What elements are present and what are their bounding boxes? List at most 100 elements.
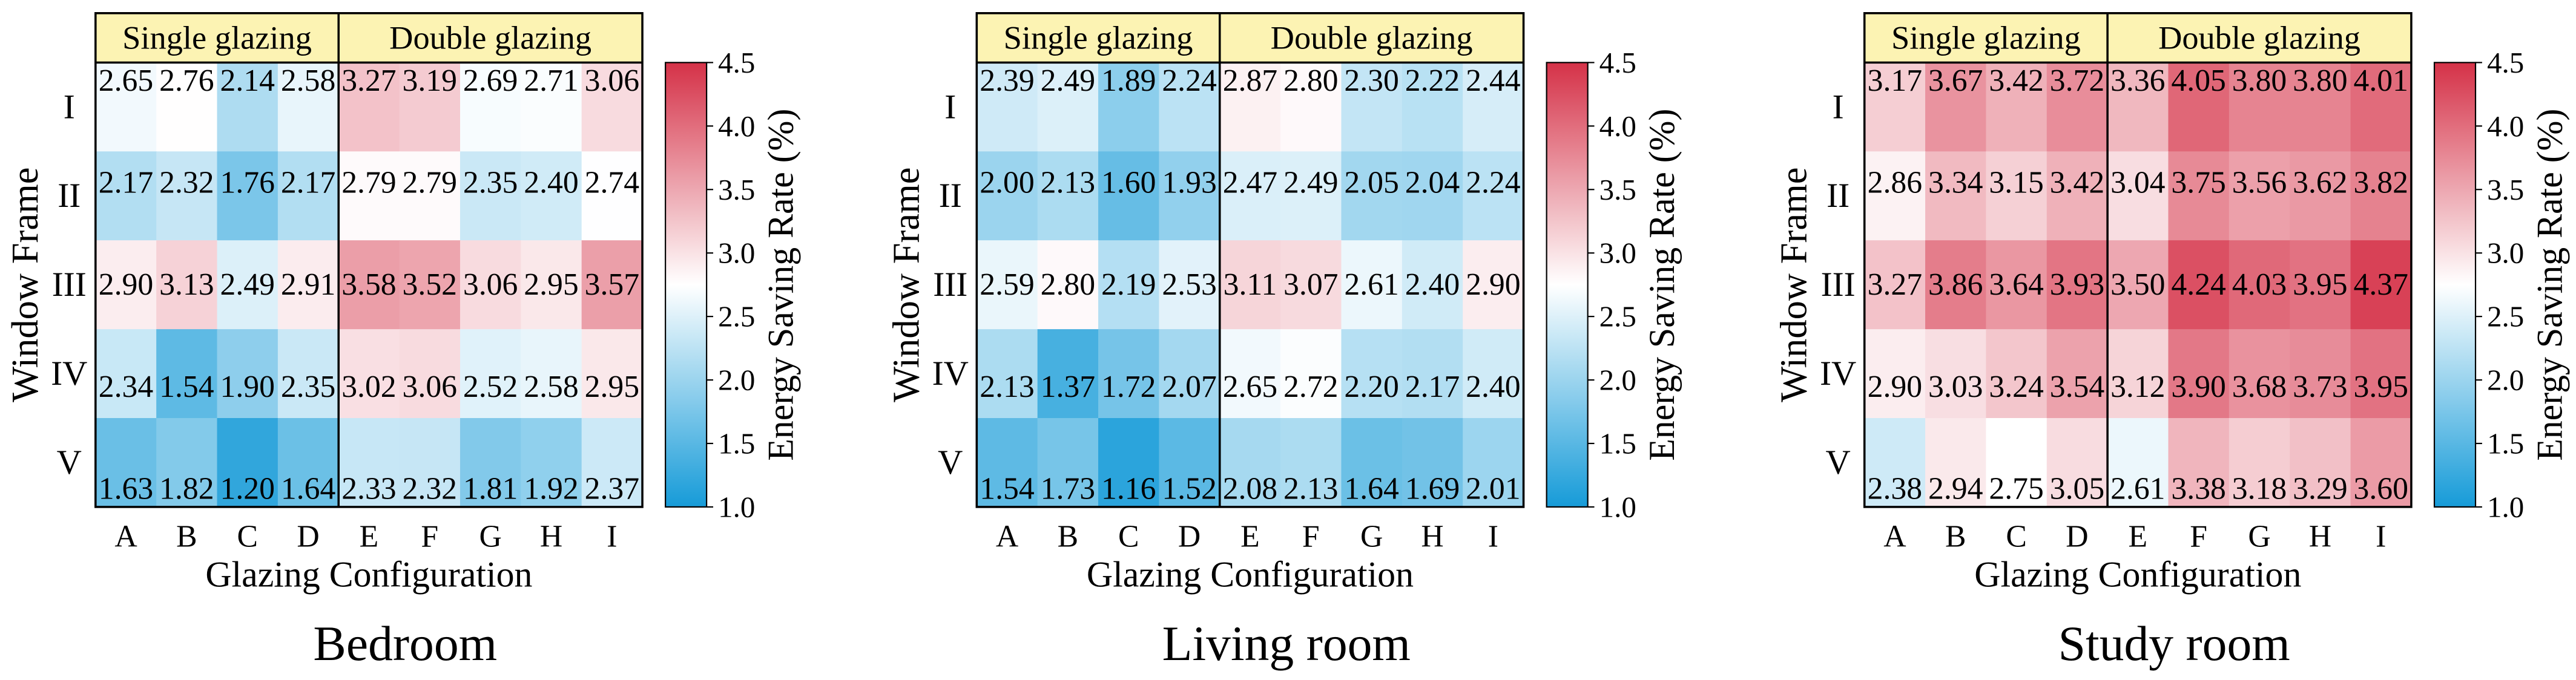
x-tick-label: H — [540, 519, 562, 554]
cell-value-label: 1.20 — [220, 472, 274, 506]
cell-value-label: 2.13 — [980, 370, 1034, 404]
heatmap-cell — [1925, 151, 1987, 241]
cell-value-label: 2.65 — [1223, 370, 1277, 404]
heatmap-cell — [399, 329, 461, 419]
cell-value-label: 3.13 — [159, 267, 214, 302]
heatmap-cell — [277, 240, 340, 330]
heatmap-cell — [1159, 62, 1220, 152]
x-axis-label: Glazing Configuration — [1974, 554, 2301, 594]
heatmap-cell — [2228, 240, 2291, 330]
heatmap-cell — [217, 151, 278, 241]
group-header — [1219, 13, 1524, 63]
colorbar-tick-label: 3.0 — [2487, 237, 2524, 270]
cell-value-label: 3.06 — [585, 64, 639, 98]
colorbar-tick-label: 2.0 — [1599, 364, 1636, 397]
colorbar-tick-label: 2.5 — [718, 300, 755, 333]
cell-value-label: 3.34 — [1928, 165, 1983, 200]
cell-value-label: 3.50 — [2110, 267, 2165, 302]
heatmap-cell — [2290, 62, 2351, 152]
y-tick-label: II — [939, 177, 962, 215]
heatmap-cell — [338, 151, 400, 241]
heatmap-cell — [2228, 62, 2291, 152]
cell-value-label: 2.61 — [2110, 472, 2165, 506]
cell-value-label: 3.12 — [2110, 370, 2165, 404]
y-tick-label: I — [1833, 88, 1844, 126]
heatmap-cell — [1463, 151, 1524, 241]
heatmap-cell — [1037, 62, 1099, 152]
heatmap-cell — [277, 329, 340, 419]
colorbar-tick-label: 1.5 — [718, 427, 755, 460]
heatmap-cell — [95, 151, 157, 241]
cell-value-label: 4.37 — [2354, 267, 2408, 302]
cell-value-label: 2.75 — [1989, 472, 2043, 506]
x-tick-label: E — [1240, 519, 1260, 554]
cell-value-label: 2.24 — [1162, 64, 1217, 98]
cell-value-label: 2.47 — [1223, 165, 1277, 200]
cell-value-label: 3.68 — [2232, 370, 2287, 404]
cell-value-label: 2.49 — [220, 267, 274, 302]
cell-value-label: 3.17 — [1868, 64, 1922, 98]
colorbar-gradient — [2433, 62, 2477, 508]
cell-value-label: 2.61 — [1344, 267, 1398, 302]
heatmap-frame — [975, 11, 1525, 508]
heatmap-panel: Single glazing Double glazing 2.65 2.76 2.14… — [4, 11, 801, 671]
group-header-label: Double glazing — [1271, 20, 1473, 56]
heatmap-cell — [521, 240, 582, 330]
cell-value-label: 2.74 — [585, 165, 640, 200]
cell-value-label: 2.79 — [403, 165, 457, 200]
colorbar-tick-label: 1.0 — [718, 490, 755, 523]
heatmap-cell — [1098, 62, 1160, 152]
cell-value-label: 1.82 — [159, 472, 214, 506]
cell-value-label: 2.04 — [1405, 165, 1460, 200]
heatmap-cell — [2046, 418, 2109, 508]
heatmap-cell — [460, 329, 522, 419]
cell-value-label: 2.35 — [281, 370, 335, 404]
heatmap-cell — [2350, 151, 2413, 241]
heatmap-cell — [460, 418, 522, 508]
cell-value-label: 2.40 — [1466, 370, 1520, 404]
y-tick-label: I — [944, 88, 956, 126]
heatmap-cell — [2168, 329, 2230, 419]
heatmap-cell — [1463, 62, 1524, 152]
cell-value-label: 1.69 — [1405, 472, 1460, 506]
cell-value-label: 2.30 — [1344, 64, 1398, 98]
cell-value-label: 1.72 — [1101, 370, 1156, 404]
heatmap-cell — [581, 418, 644, 508]
group-header-label: Single glazing — [122, 20, 312, 56]
heatmap-cell — [460, 240, 522, 330]
heatmap-cell — [1402, 151, 1464, 241]
heatmap-cell — [217, 62, 278, 152]
cell-value-label: 2.95 — [524, 267, 578, 302]
heatmap-cell — [2228, 151, 2291, 241]
cell-value-label: 3.42 — [2050, 165, 2104, 200]
cell-value-label: 2.32 — [403, 472, 457, 506]
colorbar-gradient — [1546, 62, 1589, 508]
cell-value-label: 2.91 — [281, 267, 335, 302]
cell-value-label: 3.11 — [1224, 267, 1277, 302]
heatmap-cell — [1925, 418, 1987, 508]
heatmap-cell — [399, 418, 461, 508]
colorbar-tick-label: 1.5 — [1599, 427, 1636, 460]
group-header — [2107, 13, 2411, 63]
group-header — [338, 13, 643, 63]
cell-value-label: 3.42 — [1989, 64, 2043, 98]
heatmap-cell — [2107, 418, 2169, 508]
cell-value-label: 2.35 — [463, 165, 518, 200]
cell-value-label: 3.95 — [2293, 267, 2347, 302]
cell-value-label: 2.17 — [99, 165, 153, 200]
heatmap-cell — [1864, 151, 1926, 241]
colorbar-tick-label: 4.0 — [1599, 110, 1636, 143]
cell-value-label: 2.38 — [1868, 472, 1922, 506]
colorbar-tick-label: 2.0 — [2487, 364, 2524, 397]
heatmap-cell — [1037, 151, 1099, 241]
cell-value-label: 3.67 — [1928, 64, 1983, 98]
cell-value-label: 2.49 — [1041, 64, 1095, 98]
heatmap-cell — [1219, 418, 1282, 508]
x-tick-label: G — [1360, 519, 1383, 554]
heatmap-cell — [2290, 151, 2351, 241]
colorbar-tick-label: 1.0 — [1599, 490, 1636, 523]
group-header-label: Double glazing — [2158, 20, 2360, 56]
heatmap-cell — [95, 240, 157, 330]
heatmap-cell — [1280, 240, 1342, 330]
